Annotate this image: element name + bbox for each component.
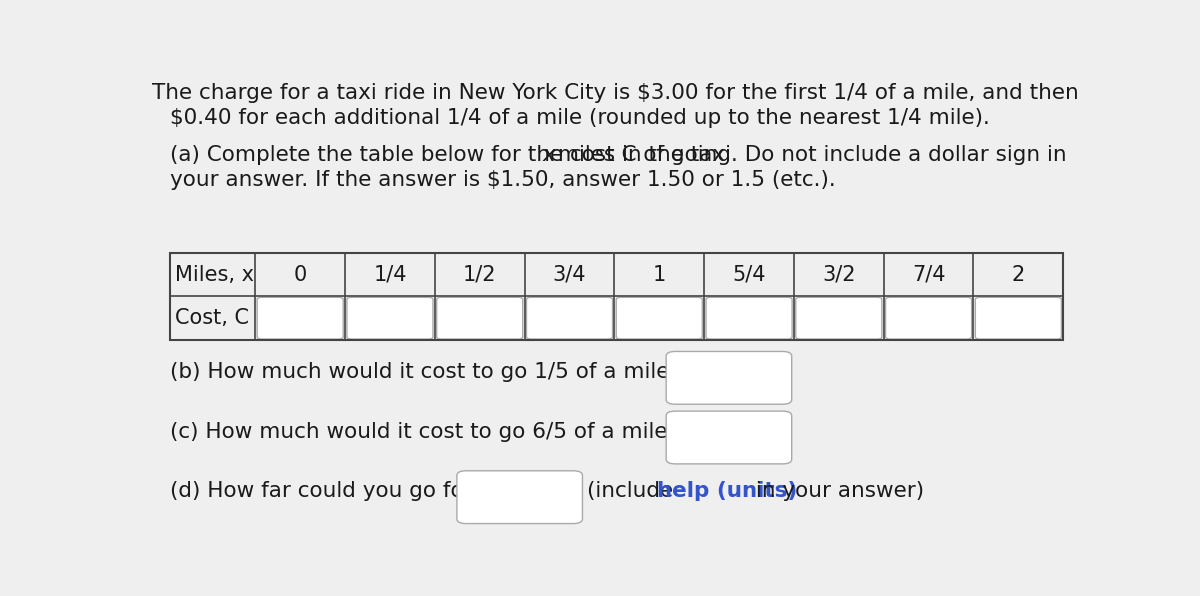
FancyBboxPatch shape — [347, 297, 433, 339]
Text: Cost, C: Cost, C — [175, 308, 250, 328]
Text: your answer. If the answer is $1.50, answer 1.50 or 1.5 (etc.).: your answer. If the answer is $1.50, ans… — [170, 170, 836, 190]
Text: 1/2: 1/2 — [463, 265, 497, 285]
FancyBboxPatch shape — [527, 297, 612, 339]
FancyBboxPatch shape — [976, 297, 1062, 339]
Text: miles in the taxi. Do not include a dollar sign in: miles in the taxi. Do not include a doll… — [551, 145, 1067, 165]
FancyBboxPatch shape — [666, 352, 792, 404]
Text: Miles, x: Miles, x — [175, 265, 254, 285]
Text: (a) Complete the table below for the cost C of going: (a) Complete the table below for the cos… — [170, 145, 738, 165]
FancyBboxPatch shape — [437, 297, 523, 339]
Text: $0.40 for each additional 1/4 of a mile (rounded up to the nearest 1/4 mile).: $0.40 for each additional 1/4 of a mile … — [170, 108, 990, 128]
FancyBboxPatch shape — [666, 411, 792, 464]
Text: The charge for a taxi ride in New York City is $3.00 for the first 1/4 of a mile: The charge for a taxi ride in New York C… — [151, 83, 1079, 103]
Text: 7/4: 7/4 — [912, 265, 946, 285]
Text: (c) How much would it cost to go 6/5 of a mile?   $: (c) How much would it cost to go 6/5 of … — [170, 422, 714, 442]
Text: 5/4: 5/4 — [732, 265, 766, 285]
Text: (b) How much would it cost to go 1/5 of a mile?   $: (b) How much would it cost to go 1/5 of … — [170, 362, 715, 382]
Text: 2: 2 — [1012, 265, 1025, 285]
Text: help (units): help (units) — [656, 482, 797, 501]
Text: 3/2: 3/2 — [822, 265, 856, 285]
FancyBboxPatch shape — [457, 471, 582, 523]
FancyBboxPatch shape — [796, 297, 882, 339]
Text: x: x — [542, 145, 556, 165]
FancyBboxPatch shape — [886, 297, 972, 339]
Text: 1: 1 — [653, 265, 666, 285]
FancyBboxPatch shape — [617, 297, 702, 339]
Text: 3/4: 3/4 — [553, 265, 587, 285]
FancyBboxPatch shape — [706, 297, 792, 339]
Text: 0: 0 — [294, 265, 307, 285]
FancyBboxPatch shape — [257, 297, 343, 339]
Text: (include: (include — [587, 482, 680, 501]
Text: in your answer): in your answer) — [749, 482, 924, 501]
Text: 1/4: 1/4 — [373, 265, 407, 285]
Text: (d) How far could you go for $7.40?: (d) How far could you go for $7.40? — [170, 482, 553, 501]
